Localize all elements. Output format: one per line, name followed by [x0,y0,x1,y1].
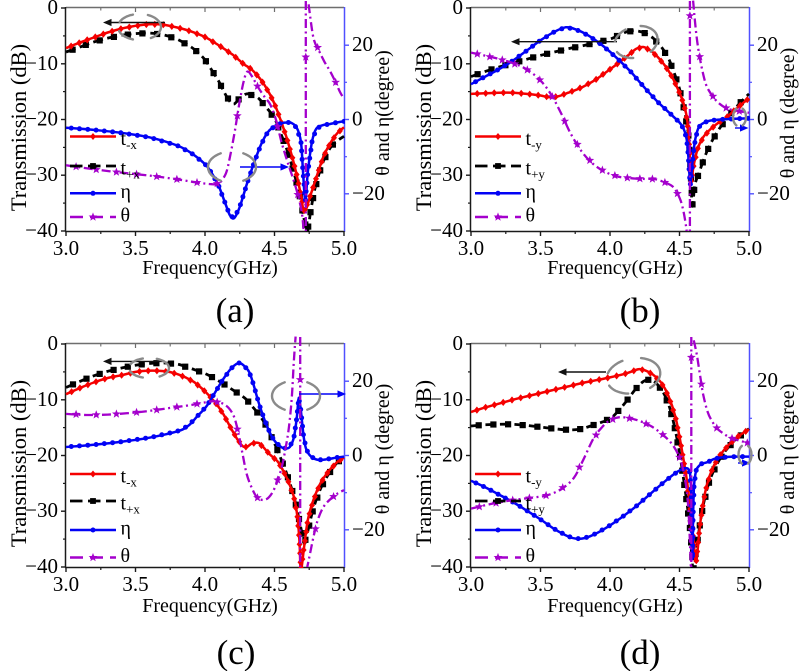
svg-text:3.0: 3.0 [53,236,79,260]
svg-text:4.5: 4.5 [261,236,287,260]
svg-text:5.0: 5.0 [331,236,357,260]
svg-text:η: η [526,181,536,203]
svg-text:5.0: 5.0 [736,236,762,260]
svg-text:3.0: 3.0 [458,572,484,596]
svg-text:Frequency(GHz): Frequency(GHz) [142,257,278,279]
svg-text:0: 0 [453,0,464,19]
svg-text:−20: −20 [25,443,58,467]
svg-text:−10: −10 [430,387,463,411]
svg-text:−20: −20 [430,107,463,131]
svg-text:5.0: 5.0 [331,572,357,596]
svg-text:3.5: 3.5 [122,236,148,260]
svg-text:20: 20 [757,32,778,56]
svg-text:θ: θ [526,205,536,227]
svg-text:−40: −40 [25,218,58,242]
svg-text:Frequency(GHz): Frequency(GHz) [142,595,278,617]
svg-text:3.5: 3.5 [122,572,148,596]
svg-text:θ and η(degree): θ and η(degree) [372,50,394,176]
svg-text:Transmission (dB): Transmission (dB) [411,380,436,547]
svg-text:Transmission (dB): Transmission (dB) [6,380,31,547]
svg-text:5.0: 5.0 [736,572,762,596]
svg-text:4.0: 4.0 [192,236,218,260]
svg-text:0: 0 [352,443,363,467]
svg-text:−40: −40 [25,554,58,578]
svg-text:Transmission (dB): Transmission (dB) [6,44,31,211]
svg-text:0: 0 [757,443,768,467]
svg-text:Frequency(GHz): Frequency(GHz) [547,257,683,279]
svg-text:−20: −20 [25,107,58,131]
svg-text:3.5: 3.5 [527,236,553,260]
svg-text:η: η [121,181,131,203]
svg-text:−10: −10 [25,51,58,75]
svg-text:20: 20 [352,32,373,56]
svg-text:−40: −40 [430,218,463,242]
svg-text:Frequency(GHz): Frequency(GHz) [547,595,683,617]
svg-text:0: 0 [352,107,363,131]
svg-text:4.5: 4.5 [666,572,692,596]
svg-text:(d): (d) [620,633,661,671]
svg-text:20: 20 [352,368,373,392]
svg-text:−30: −30 [25,498,58,522]
svg-text:−20: −20 [757,517,790,541]
svg-text:(c): (c) [217,633,256,671]
svg-text:4.0: 4.0 [192,572,218,596]
svg-text:−20: −20 [430,443,463,467]
svg-text:θ and η (degree): θ and η (degree) [777,384,799,515]
svg-text:η: η [121,518,131,540]
svg-text:θ and η (degree): θ and η (degree) [372,384,394,515]
svg-text:(a): (a) [216,291,255,330]
svg-text:θ: θ [121,205,131,227]
svg-text:η: η [526,518,536,540]
svg-text:−10: −10 [25,387,58,411]
svg-text:4.5: 4.5 [666,236,692,260]
svg-text:Transmission (dB): Transmission (dB) [411,44,436,211]
svg-text:3.5: 3.5 [527,572,553,596]
svg-text:θ: θ [526,545,536,567]
svg-text:0: 0 [48,331,59,355]
svg-text:−20: −20 [352,517,385,541]
svg-text:−10: −10 [430,51,463,75]
svg-text:−20: −20 [757,181,790,205]
svg-text:−30: −30 [25,162,58,186]
svg-text:0: 0 [48,0,59,19]
svg-text:4.0: 4.0 [597,572,623,596]
svg-text:θ and η (degree): θ and η (degree) [777,48,799,179]
svg-text:3.0: 3.0 [53,572,79,596]
svg-text:3.0: 3.0 [458,236,484,260]
svg-text:−30: −30 [430,162,463,186]
svg-text:θ: θ [121,545,131,567]
svg-text:20: 20 [757,368,778,392]
svg-text:0: 0 [757,107,768,131]
svg-text:4.0: 4.0 [597,236,623,260]
svg-text:−40: −40 [430,554,463,578]
svg-text:0: 0 [453,331,464,355]
svg-text:−20: −20 [352,181,385,205]
svg-text:4.5: 4.5 [261,572,287,596]
svg-text:(b): (b) [620,291,661,330]
svg-text:−30: −30 [430,498,463,522]
